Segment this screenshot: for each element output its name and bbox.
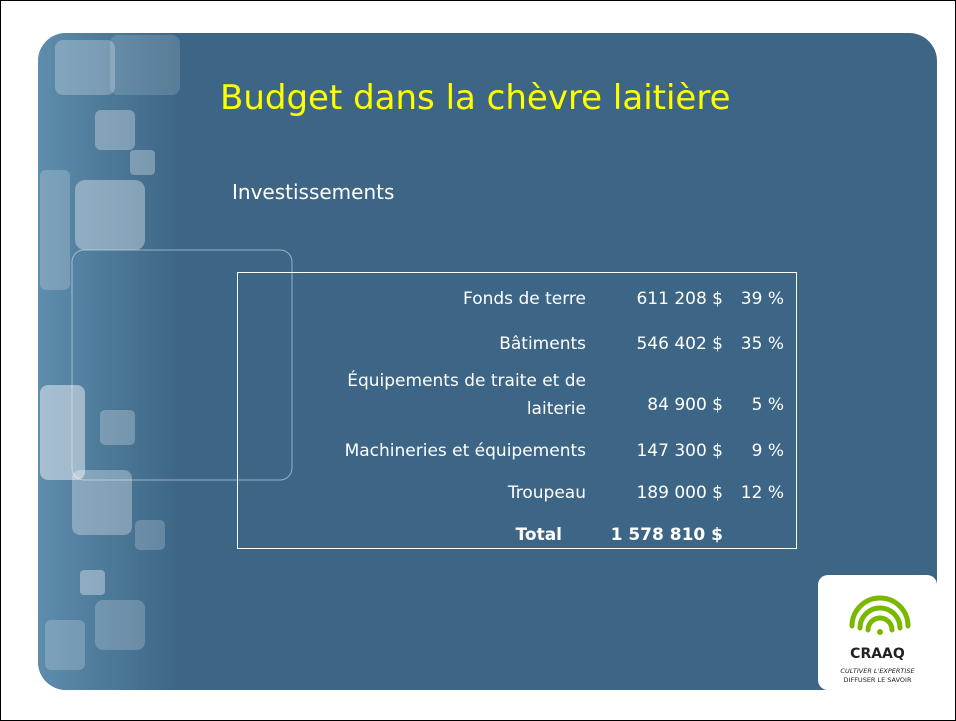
row-label: Troupeau [508, 483, 586, 503]
row-label: Machineries et équipements [345, 441, 586, 461]
row-amount: 546 402 $ [636, 334, 723, 354]
row-percent: 39 % [741, 289, 784, 309]
row-label: Fonds de terre [463, 289, 586, 309]
row-label: Équipements de traite et de laiterie [326, 367, 586, 423]
logo-tagline: DIFFUSER LE SAVOIR [818, 676, 937, 684]
row-percent: 35 % [741, 334, 784, 354]
row-amount: 611 208 $ [636, 289, 723, 309]
row-amount: 147 300 $ [636, 441, 723, 461]
row-amount: 189 000 $ [636, 483, 723, 503]
row-label: Bâtiments [499, 334, 586, 354]
logo-tagline: CULTIVER L'EXPERTISE [818, 667, 937, 675]
logo-name: CRAAQ [818, 646, 937, 662]
total-amount: 1 578 810 $ [611, 525, 723, 545]
slide-subtitle: Investissements [232, 180, 394, 204]
row-percent: 5 % [752, 395, 784, 415]
total-label: Total [516, 525, 562, 545]
slide-title: Budget dans la chèvre laitière [220, 78, 730, 118]
row-percent: 9 % [752, 441, 784, 461]
investment-table: Fonds de terre 611 208 $ 39 % Bâtiments 546 … [237, 272, 797, 549]
page: Budget dans la chèvre laitière Investiss… [0, 0, 956, 721]
row-percent: 12 % [741, 483, 784, 503]
row-amount: 84 900 $ [647, 395, 723, 415]
